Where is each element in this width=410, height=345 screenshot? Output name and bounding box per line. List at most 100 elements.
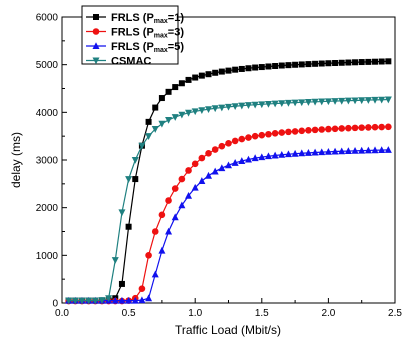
data-point bbox=[158, 211, 166, 219]
data-point bbox=[365, 58, 372, 65]
data-point bbox=[344, 97, 352, 105]
data-point bbox=[191, 160, 199, 168]
data-point bbox=[178, 175, 186, 183]
data-point bbox=[218, 164, 226, 172]
data-point bbox=[265, 130, 272, 138]
data-point bbox=[91, 297, 99, 305]
data-point bbox=[205, 71, 212, 78]
data-point bbox=[338, 147, 346, 155]
data-point bbox=[118, 280, 125, 287]
data-point bbox=[311, 148, 319, 156]
x-tick-label: 1.0 bbox=[188, 308, 202, 319]
data-point bbox=[238, 65, 245, 72]
y-axis: 0 1000 2000 3000 4000 5000 6000 bbox=[36, 13, 67, 310]
data-point bbox=[324, 98, 332, 106]
data-point bbox=[191, 183, 199, 191]
y-tick-label: 1000 bbox=[36, 251, 59, 262]
data-point bbox=[192, 74, 199, 81]
data-point bbox=[258, 153, 266, 161]
x-tick-label: 0.5 bbox=[122, 308, 136, 319]
legend-label: FRLS (Pmax=1) bbox=[111, 12, 184, 25]
data-point bbox=[344, 147, 352, 155]
y-tick-label: 6000 bbox=[36, 13, 59, 24]
data-point bbox=[185, 191, 193, 199]
data-point bbox=[291, 99, 299, 107]
data-point bbox=[384, 146, 392, 153]
data-point bbox=[278, 150, 286, 158]
legend-entry: FRLS (Pmax=1) bbox=[86, 12, 184, 25]
y-axis-title: delay (ms) bbox=[9, 132, 23, 188]
data-point bbox=[231, 137, 239, 145]
legend-label: CSMAC bbox=[111, 56, 151, 68]
data-point bbox=[331, 147, 339, 155]
data-point bbox=[364, 97, 372, 104]
data-point bbox=[292, 61, 299, 68]
data-point bbox=[291, 128, 299, 135]
series-line bbox=[68, 149, 389, 302]
legend-marker bbox=[93, 14, 99, 20]
data-point bbox=[331, 98, 339, 105]
data-point bbox=[211, 105, 219, 113]
data-point bbox=[285, 62, 292, 69]
data-point bbox=[351, 124, 359, 132]
data-point bbox=[178, 111, 186, 119]
data-point bbox=[198, 72, 205, 79]
x-tick-label: 0.0 bbox=[55, 308, 69, 319]
data-point bbox=[218, 104, 226, 112]
data-point bbox=[358, 97, 366, 105]
data-point bbox=[252, 64, 259, 71]
data-point bbox=[278, 62, 285, 69]
data-point bbox=[278, 100, 286, 108]
data-point bbox=[371, 96, 379, 104]
data-point bbox=[218, 142, 226, 150]
x-axis: 0.0 0.5 1.0 1.5 2.0 2.5 bbox=[55, 298, 402, 319]
data-point bbox=[198, 177, 206, 184]
data-point bbox=[358, 124, 366, 131]
data-point bbox=[338, 97, 346, 105]
data-point bbox=[271, 100, 279, 108]
legend-label: FRLS (Pmax=5) bbox=[111, 41, 184, 54]
data-point bbox=[278, 129, 286, 136]
data-point bbox=[145, 118, 152, 125]
series-3 bbox=[65, 146, 392, 304]
data-point bbox=[178, 80, 185, 87]
data-point bbox=[158, 120, 166, 128]
y-tick-label: 3000 bbox=[36, 156, 59, 167]
legend-marker bbox=[92, 57, 100, 65]
data-point bbox=[145, 252, 152, 259]
data-point bbox=[118, 296, 126, 304]
data-point bbox=[258, 101, 266, 109]
data-point bbox=[265, 63, 272, 70]
data-point bbox=[364, 146, 372, 154]
data-point bbox=[205, 171, 213, 179]
series-2 bbox=[65, 123, 392, 305]
data-point bbox=[244, 155, 252, 163]
data-point bbox=[304, 99, 312, 106]
data-point bbox=[225, 161, 232, 169]
data-point bbox=[298, 127, 306, 135]
series-4 bbox=[65, 96, 392, 305]
data-point bbox=[125, 223, 132, 230]
data-point bbox=[225, 140, 232, 147]
data-point bbox=[131, 157, 139, 164]
data-point bbox=[338, 59, 345, 66]
series-line bbox=[68, 60, 389, 302]
data-point bbox=[138, 285, 146, 293]
data-point bbox=[272, 63, 279, 70]
data-point bbox=[211, 167, 219, 175]
data-point bbox=[138, 296, 146, 304]
data-point bbox=[318, 98, 326, 106]
y-tick-label: 0 bbox=[52, 299, 58, 310]
data-point bbox=[171, 185, 179, 192]
data-point bbox=[305, 127, 312, 134]
series-layer bbox=[65, 58, 392, 305]
y-tick-label: 5000 bbox=[36, 60, 59, 71]
data-point bbox=[71, 297, 79, 305]
data-point bbox=[372, 58, 379, 65]
data-point bbox=[271, 130, 279, 137]
data-point bbox=[165, 227, 173, 235]
data-point bbox=[264, 100, 272, 108]
legend-entry: FRLS (Pmax=5) bbox=[86, 41, 184, 54]
data-point bbox=[358, 146, 366, 154]
data-point bbox=[232, 66, 239, 73]
